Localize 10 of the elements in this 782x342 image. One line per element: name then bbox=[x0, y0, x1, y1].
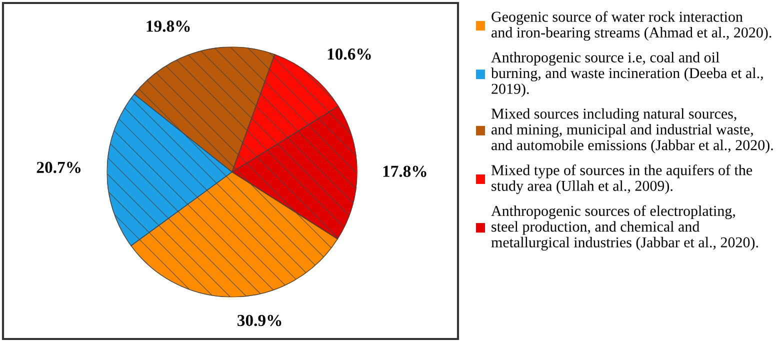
legend-label: Anthropogenic source i.e, coal and oil burning, and waste incineration (Deeba et al., 2019). bbox=[491, 52, 763, 97]
data-label: 30.9% bbox=[238, 314, 282, 326]
legend-label: Geogenic source of water rock interaction and iron-bearing streams (Ahmad et al., 2020). bbox=[492, 11, 772, 41]
data-label: 17.8% bbox=[383, 166, 426, 178]
data-label: 10.6% bbox=[328, 48, 371, 60]
legend-label: Anthropogenic sources of electroplating, steel production, and chemical and metallurgical industries (Jabbar et al., 2020). bbox=[491, 205, 758, 251]
data-label: 19.8% bbox=[146, 20, 190, 32]
legend-label: Mixed sources including natural sources, and mining, municipal and industrial waste, and automobile emissions (Jabbar et al., 2020). bbox=[491, 108, 773, 154]
data-label: 20.7% bbox=[36, 162, 80, 174]
legend-label: Mixed type of sources in the aquifers of the study area (Ullah et al., 2009). bbox=[491, 164, 752, 194]
